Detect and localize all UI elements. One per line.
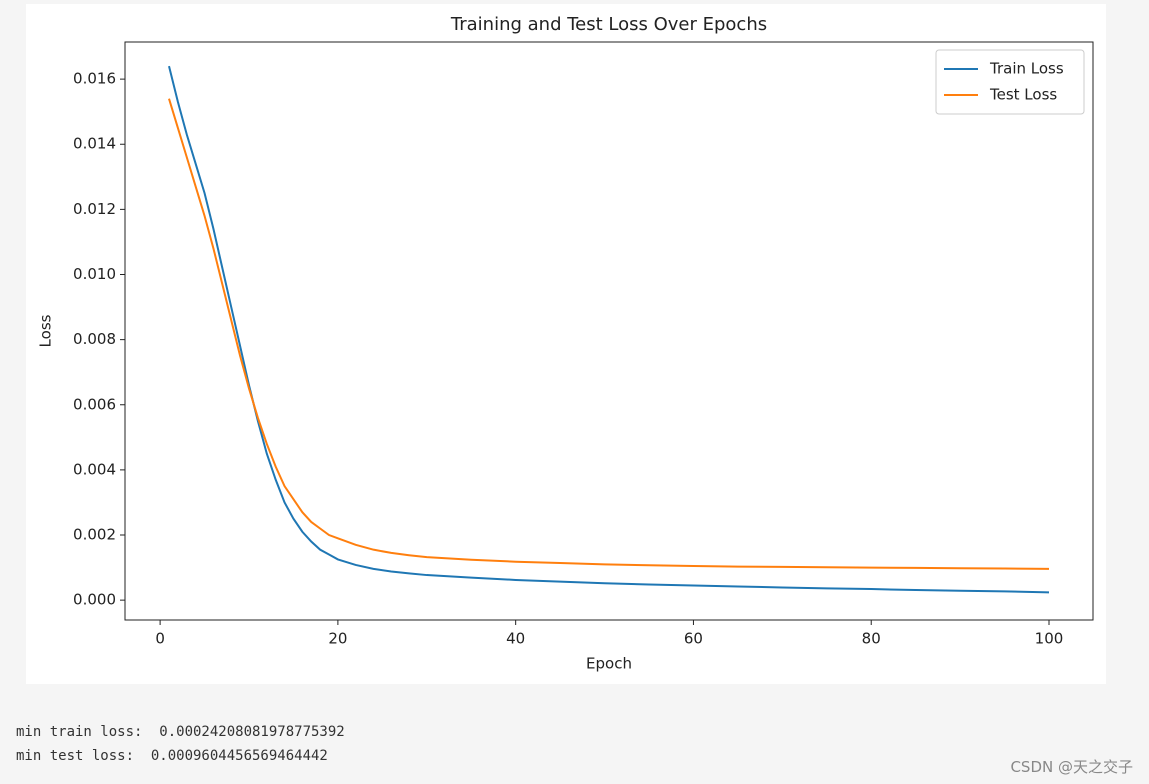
- y-tick-label: 0.008: [73, 330, 116, 348]
- output-line: min train loss: 0.00024208081978775392: [16, 724, 345, 740]
- x-tick-label: 40: [506, 630, 525, 648]
- line-series: [168, 65, 1050, 594]
- plot-frame: [124, 41, 1094, 621]
- x-axis-label: Epoch: [586, 655, 632, 673]
- y-axis-label: Loss: [37, 314, 55, 347]
- y-tick-label: 0.014: [73, 135, 116, 153]
- chart: Training and Test Loss Over Epochs Epoch…: [26, 4, 1106, 684]
- y-tick-label: 0.006: [73, 395, 116, 413]
- y-tick-label: 0.004: [73, 460, 116, 478]
- x-tick-label: 100: [1035, 630, 1064, 648]
- chart-title: Training and Test Loss Over Epochs: [450, 14, 767, 35]
- legend-box: [935, 49, 1085, 115]
- y-tick-label: 0.012: [73, 200, 116, 218]
- x-tick-label: 80: [862, 630, 881, 648]
- x-tick-label: 0: [155, 630, 165, 648]
- y-tick-label: 0.010: [73, 265, 116, 283]
- legend-label: Test Loss: [989, 86, 1057, 104]
- y-tick-label: 0.016: [73, 70, 116, 88]
- legend-label: Train Loss: [989, 60, 1064, 78]
- watermark: CSDN @天之交子: [1010, 758, 1133, 776]
- line-series: [168, 98, 1050, 570]
- x-tick-label: 20: [328, 630, 347, 648]
- y-tick-label: 0.002: [73, 526, 116, 544]
- output-line: min test loss: 0.0009604456569464442: [16, 748, 328, 764]
- figure-background: [26, 4, 1106, 684]
- y-tick-label: 0.000: [73, 591, 116, 609]
- x-tick-label: 60: [684, 630, 703, 648]
